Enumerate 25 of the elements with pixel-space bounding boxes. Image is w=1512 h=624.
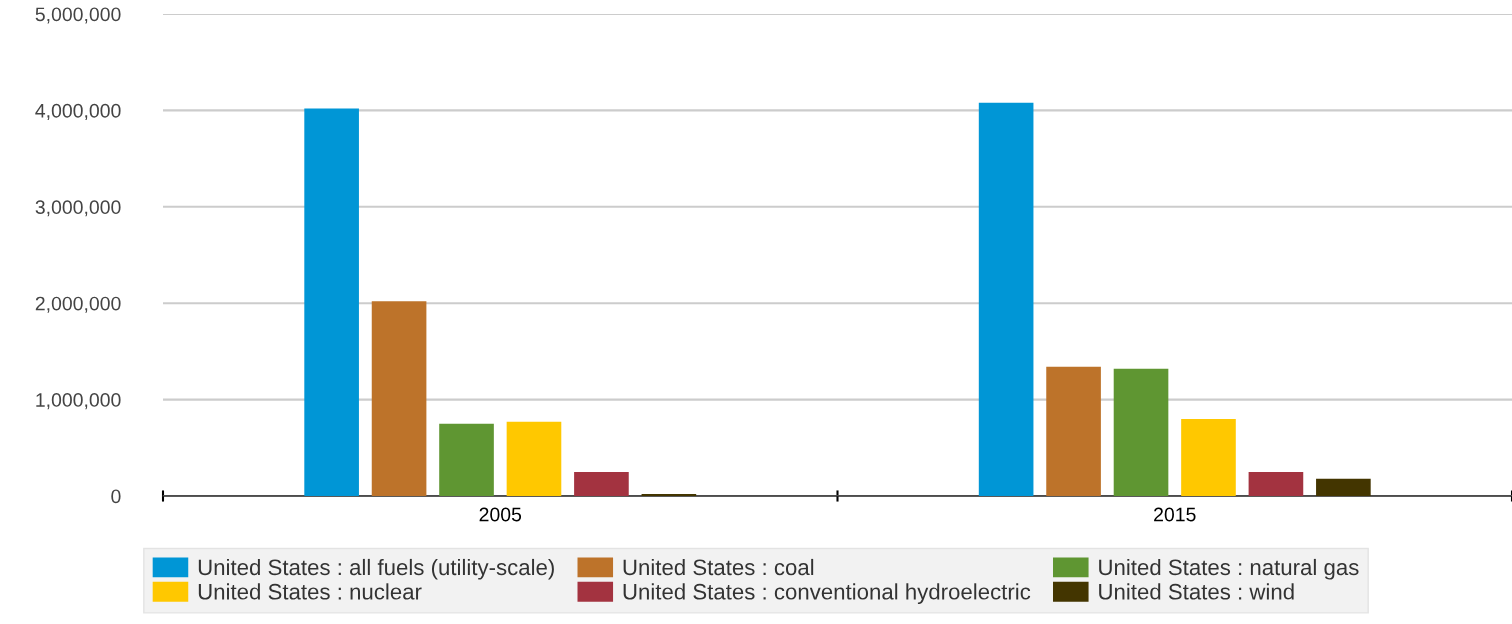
bar — [978, 102, 1034, 496]
legend-label: United States : conventional hydroelectric — [623, 583, 1031, 604]
bar — [506, 421, 562, 496]
legend-label: United States : all fuels (utility-scale) — [198, 558, 554, 580]
y-tick-label: 0 — [111, 489, 121, 504]
bar — [1181, 418, 1236, 496]
bar — [1046, 366, 1101, 496]
y-tick-label: 1,000,000 — [36, 393, 121, 410]
y-tick-label: 2,000,000 — [35, 296, 121, 313]
x-tick-label: 2015 — [1154, 507, 1196, 522]
bar — [574, 471, 629, 496]
legend-label: United States : nuclear — [198, 583, 422, 600]
legend-label: United States : coal — [623, 558, 814, 576]
bar — [371, 301, 427, 496]
bar — [304, 108, 359, 496]
y-tick-label: 4,000,000 — [35, 103, 121, 120]
y-tick-label: 3,000,000 — [35, 200, 121, 217]
bar — [1113, 368, 1169, 496]
bar — [439, 423, 494, 496]
legend-label: United States : wind — [1099, 583, 1294, 600]
bar — [1248, 471, 1304, 496]
x-tick-label: 2005 — [479, 507, 522, 522]
y-tick-label: 5,000,000 — [35, 7, 121, 24]
bar — [1316, 478, 1371, 496]
legend-label: United States : natural gas — [1099, 558, 1359, 580]
